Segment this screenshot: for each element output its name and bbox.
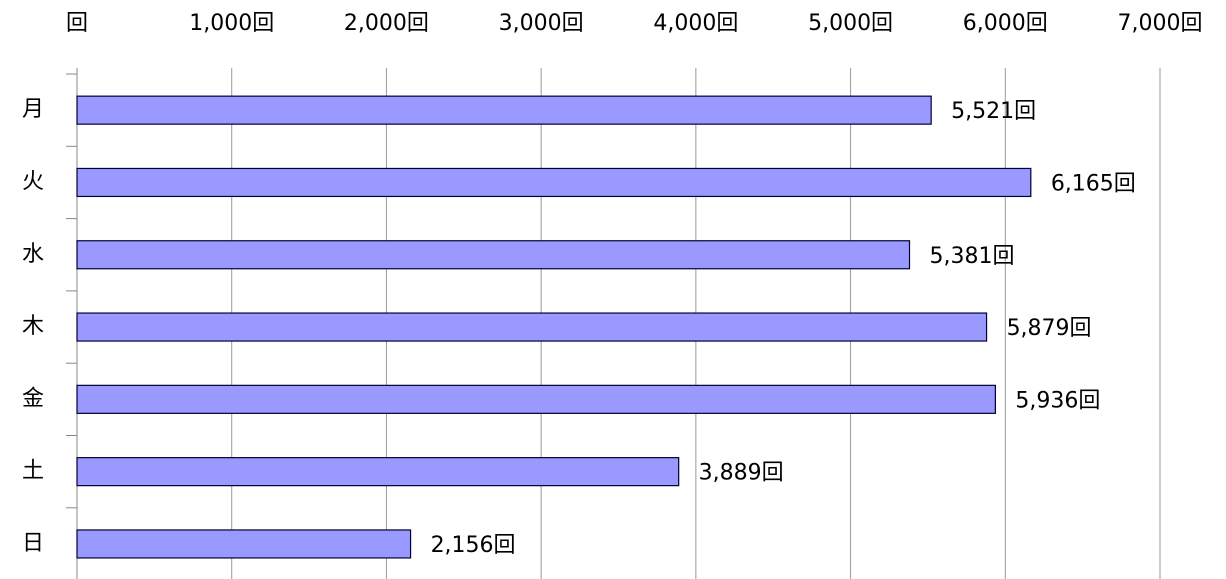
data-label: 5,879回 [1007, 316, 1092, 341]
data-label: 2,156回 [431, 533, 516, 558]
y-tick-label: 月 [22, 97, 44, 122]
y-tick-label: 土 [22, 459, 44, 484]
x-tick-label: 5,000回 [808, 11, 893, 36]
bar [76, 312, 988, 342]
y-tick-label: 日 [22, 531, 44, 556]
y-tick-label: 水 [22, 242, 44, 267]
y-tick-label: 木 [22, 314, 44, 339]
bar [76, 167, 1032, 198]
x-tick-label: 7,000回 [1118, 11, 1203, 36]
data-label: 3,889回 [699, 461, 784, 486]
data-label: 5,936回 [1015, 388, 1100, 413]
y-tick-label: 金 [22, 386, 44, 411]
x-tick-label: 6,000回 [963, 11, 1048, 36]
x-tick-label: 2,000回 [344, 11, 429, 36]
x-tick-label: 回 [66, 11, 88, 36]
bar [76, 240, 911, 270]
bar [76, 457, 680, 487]
data-label: 5,381回 [930, 244, 1015, 269]
x-tick-label: 1,000回 [189, 11, 274, 36]
data-label: 6,165回 [1051, 171, 1136, 196]
y-tick-label: 火 [22, 169, 44, 194]
bar [76, 95, 932, 125]
data-label: 5,521回 [951, 99, 1036, 124]
bar [76, 384, 996, 414]
x-tick-label: 4,000回 [653, 11, 738, 36]
bar [76, 529, 412, 559]
x-tick-label: 3,000回 [499, 11, 584, 36]
